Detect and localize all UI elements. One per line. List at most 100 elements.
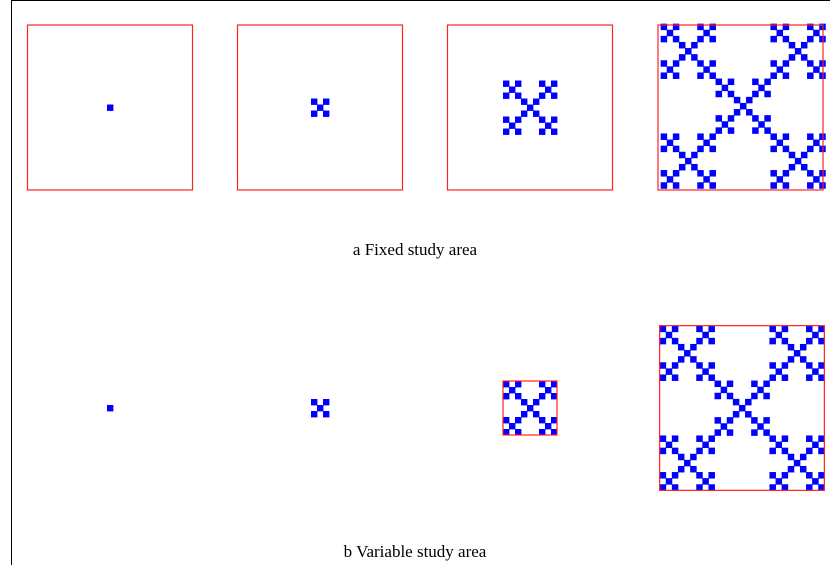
- fractal-cell: [539, 417, 546, 424]
- fractal-cell: [720, 423, 728, 430]
- fractal-cell: [533, 411, 540, 418]
- fractal-cell: [702, 441, 709, 449]
- fractal-cell: [696, 447, 703, 455]
- fractal-cell: [721, 84, 729, 92]
- fractal-cell: [527, 405, 534, 412]
- fractal-cell: [781, 362, 789, 369]
- fractal-cell: [782, 72, 790, 79]
- fractal-cell: [806, 337, 813, 345]
- fractal-cell: [671, 362, 679, 369]
- fractal-cell: [311, 411, 318, 418]
- fractal-cell: [702, 331, 709, 339]
- fractal-cell: [807, 145, 814, 153]
- fractal-cell: [678, 54, 686, 61]
- fractal-cell: [787, 465, 795, 473]
- fractal-cell: [781, 325, 789, 333]
- fractal-cell: [758, 121, 765, 128]
- fractal-cell: [672, 35, 680, 43]
- fractal-cell: [764, 127, 771, 134]
- fractal-cell: [515, 393, 522, 400]
- fractal-cell: [818, 325, 825, 333]
- fractal-cell: [545, 387, 552, 394]
- fractal-cell: [775, 478, 783, 485]
- fixed-boundary-2: [446, 24, 614, 191]
- fractal-cell: [781, 484, 789, 491]
- fractal-cell: [690, 343, 697, 351]
- fractal-cell: [812, 478, 819, 485]
- fractal-cell: [539, 393, 546, 400]
- fractal-cell: [696, 325, 703, 333]
- fractal-cell: [721, 121, 729, 128]
- fractal-cell: [551, 393, 558, 400]
- fixed-boundary-1: [236, 24, 404, 191]
- fractal-cell: [708, 447, 715, 455]
- fractal-cell: [726, 417, 734, 424]
- fractal-cell: [671, 325, 679, 333]
- fractal-cell: [812, 441, 819, 449]
- fractal-cell: [503, 116, 510, 123]
- fixed-pattern-level-2: [503, 80, 558, 135]
- fractal-cell: [515, 92, 522, 99]
- fractal-cell: [677, 453, 685, 461]
- fractal-cell: [107, 104, 114, 111]
- fractal-cell: [769, 447, 776, 455]
- fractal-cell: [503, 381, 510, 388]
- fractal-cell: [769, 325, 776, 333]
- fractal-cell: [782, 145, 790, 153]
- fractal-cell: [818, 362, 825, 369]
- fractal-cell: [794, 157, 802, 165]
- fractal-cell: [807, 35, 814, 43]
- fractal-cell: [781, 435, 789, 442]
- fractal-cell: [714, 417, 722, 424]
- fractal-cell: [703, 29, 710, 37]
- fractal-cell: [769, 337, 776, 345]
- fractal-cell: [708, 362, 715, 369]
- fractal-cell: [671, 472, 679, 479]
- fractal-cell: [769, 484, 776, 491]
- fractal-cell: [726, 380, 734, 388]
- fractal-cell: [770, 23, 777, 31]
- fixed-boundary-3: [657, 24, 824, 191]
- fractal-cell: [551, 429, 558, 436]
- fractal-cell: [678, 41, 686, 49]
- variable-pattern-level-2: [503, 381, 558, 436]
- variable-pattern-level-3: [659, 325, 825, 491]
- fractal-cell: [659, 362, 667, 369]
- fractal-cell: [659, 447, 667, 455]
- fractal-cell: [696, 435, 703, 442]
- fractal-cell: [660, 133, 668, 140]
- fractal-cell: [770, 72, 777, 79]
- fractal-cell: [545, 423, 552, 430]
- fractal-cell: [781, 337, 789, 345]
- fractal-cell: [781, 447, 789, 455]
- fractal-cell: [503, 128, 510, 135]
- fractal-cell: [709, 60, 716, 67]
- fractal-cell: [697, 133, 704, 140]
- fixed-pattern-clip: [660, 23, 826, 189]
- fractal-cell: [806, 325, 813, 333]
- fractal-cell: [714, 429, 722, 436]
- fractal-cell: [697, 170, 704, 177]
- fractal-cell: [515, 128, 522, 135]
- fractal-cell: [752, 127, 759, 134]
- fractal-cell: [702, 478, 709, 485]
- fractal-cell: [763, 429, 770, 436]
- fractal-cell: [515, 381, 522, 388]
- fractal-cell: [691, 151, 698, 159]
- fractal-cell: [678, 163, 686, 171]
- fractal-cell: [720, 386, 728, 394]
- fractal-cell: [775, 331, 783, 339]
- fractal-cell: [665, 368, 673, 375]
- fractal-cell: [521, 399, 528, 406]
- fractal-cell: [807, 72, 814, 79]
- fractal-cell: [770, 133, 777, 140]
- fractal-cell: [696, 337, 703, 345]
- fractal-cell: [799, 356, 807, 363]
- fractal-cell: [696, 362, 703, 369]
- fractal-cell: [807, 133, 814, 140]
- fractal-cell: [539, 80, 546, 87]
- caption-fixed-study-area: a Fixed study area: [352, 240, 478, 259]
- fractal-cell: [807, 60, 814, 67]
- fractal-cell: [702, 368, 709, 375]
